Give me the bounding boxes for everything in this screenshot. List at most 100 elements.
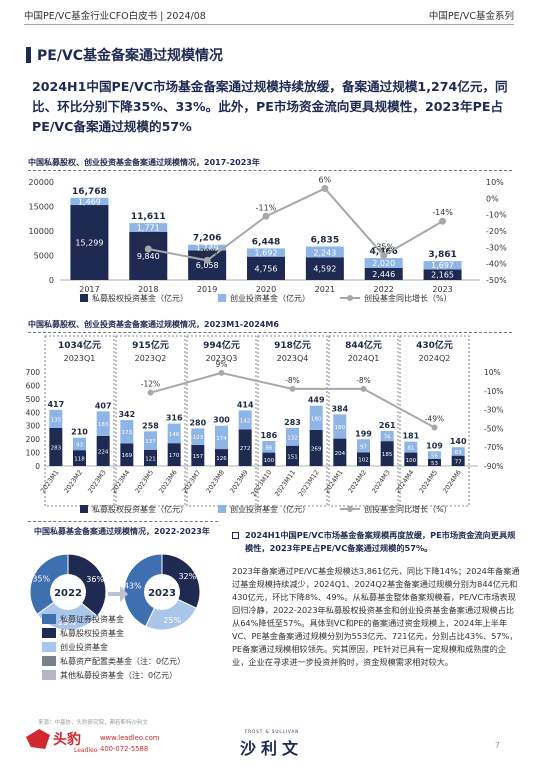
label-total: 181 bbox=[402, 432, 419, 441]
label-vc: 142 bbox=[240, 418, 251, 424]
label-pe: 102 bbox=[358, 458, 369, 464]
chart1-title: 中国私募股权、创业投资基金备案通过规模情况，2017-2023年 bbox=[28, 158, 260, 167]
bar-pe bbox=[191, 444, 205, 466]
x-tick: 2023M10 bbox=[249, 469, 273, 499]
bar-pe bbox=[70, 205, 109, 280]
label-vc: 93 bbox=[76, 442, 83, 448]
label-pe: 151 bbox=[287, 454, 298, 460]
legend-growth: 创投基金同比增长（%） bbox=[364, 504, 452, 514]
pie-label: 35% bbox=[32, 574, 50, 583]
label-vc: 56 bbox=[431, 454, 438, 460]
growth-label: -38% bbox=[197, 247, 218, 256]
label-vc: 1,697 bbox=[431, 261, 454, 270]
label-vc: 86 bbox=[265, 445, 272, 451]
header-left: 中国PE/VC基金行业CFO白皮书 | 2024/08 bbox=[24, 11, 206, 22]
bar-pe bbox=[188, 250, 227, 280]
x-tick: 2023M12 bbox=[297, 469, 321, 499]
label-total: 300 bbox=[213, 416, 230, 425]
legend-swatch-pe bbox=[80, 505, 88, 513]
label-vc: 2,243 bbox=[313, 248, 336, 257]
legend-vc: 创业投资基金（亿元） bbox=[230, 293, 310, 303]
bar-pe bbox=[120, 443, 134, 466]
bar-vc bbox=[364, 258, 403, 269]
bar-vc bbox=[451, 447, 465, 456]
quarter-name: 2023Q1 bbox=[64, 354, 96, 363]
y-tick-right: -90% bbox=[484, 462, 503, 471]
y-tick-left: 600 bbox=[26, 381, 41, 390]
legend-label: 私募资产配置类基金（注：0亿元） bbox=[60, 656, 186, 666]
bar-vc bbox=[309, 405, 323, 430]
bar-vc bbox=[262, 441, 276, 453]
quarter-amount: 915亿元 bbox=[132, 339, 169, 351]
arrow-icon bbox=[108, 586, 128, 602]
website-link[interactable]: www.leadleo.com bbox=[100, 734, 160, 742]
quarter-box bbox=[257, 335, 328, 507]
bar-vc bbox=[96, 411, 110, 436]
header-divider bbox=[24, 24, 514, 25]
x-tick: 2023M9 bbox=[228, 469, 250, 495]
page-header: 中国PE/VC基金行业CFO白皮书 | 2024/08 中国PE/VC基金系列 bbox=[0, 0, 540, 28]
label-vc: 97 bbox=[360, 444, 367, 450]
label-total: 3,861 bbox=[428, 250, 456, 260]
bar-vc bbox=[144, 431, 157, 450]
growth-point bbox=[203, 256, 211, 264]
pie-legend-item: 其他私募投资基金（注：0亿元） bbox=[42, 668, 185, 682]
label-total: 186 bbox=[260, 431, 277, 440]
pie-slice bbox=[67, 553, 107, 617]
growth-label: -8% bbox=[285, 376, 300, 385]
label-total: 109 bbox=[426, 441, 443, 450]
x-tick: 2020 bbox=[256, 285, 276, 294]
chart2-divider bbox=[28, 332, 512, 333]
label-total: 210 bbox=[71, 428, 88, 437]
legend-label: 其他私募投资基金（注：0亿元） bbox=[60, 670, 178, 680]
growth-label: -11% bbox=[256, 203, 277, 212]
quarter-name: 2024Q1 bbox=[348, 354, 380, 363]
label-total: 258 bbox=[142, 421, 159, 430]
growth-point bbox=[380, 252, 388, 259]
pie-title: 中国私募基金备案通过规模情况，2022-2023年 bbox=[34, 527, 210, 536]
y-tick-left: 100 bbox=[26, 449, 41, 458]
bar-pe bbox=[247, 256, 285, 280]
growth-point bbox=[218, 369, 225, 376]
label-pe: 269 bbox=[311, 446, 322, 452]
bar-pe bbox=[364, 268, 403, 280]
label-pe: 169 bbox=[122, 453, 133, 459]
legend-label: 私募股权投资基金 bbox=[60, 628, 124, 638]
pie-slice bbox=[123, 553, 163, 628]
label-total: 140 bbox=[450, 437, 467, 446]
label-total: 7,206 bbox=[193, 234, 221, 244]
bar-vc bbox=[357, 439, 370, 453]
pie-hole bbox=[50, 574, 86, 610]
pie-label: 29% bbox=[58, 618, 76, 627]
y-tick-left: 5000 bbox=[34, 252, 54, 261]
label-total: 316 bbox=[166, 414, 183, 423]
pie-year: 2023 bbox=[148, 588, 176, 599]
label-total: 16,768 bbox=[72, 187, 107, 197]
bar-vc bbox=[423, 261, 462, 270]
label-pe: 283 bbox=[51, 445, 62, 451]
x-tick: 2024M6 bbox=[441, 469, 463, 495]
label-pe: 100 bbox=[264, 458, 275, 464]
bar-vc bbox=[49, 409, 63, 428]
label-total: 6,835 bbox=[311, 236, 339, 246]
leopard-icon bbox=[26, 729, 50, 749]
x-tick: 2018 bbox=[138, 285, 158, 294]
y-tick-right: -70% bbox=[484, 443, 503, 452]
legend-swatch bbox=[42, 642, 56, 652]
label-pe: 4,756 bbox=[255, 264, 278, 273]
label-pe: 100 bbox=[406, 458, 417, 464]
y-tick-right: -30% bbox=[486, 243, 507, 252]
bar-pe bbox=[129, 231, 168, 280]
side-body: 2023年备案通过PE/VC基金规模达3,861亿元，同比下降14%；2024年… bbox=[232, 566, 520, 667]
growth-label: -35% bbox=[373, 243, 394, 252]
annual-chart: 20000 15000 10000 5000 0 10% 0% -10% -20% -30% -40… bbox=[29, 176, 508, 303]
label-total: 417 bbox=[47, 400, 64, 409]
y-tick-right: -40% bbox=[486, 260, 507, 269]
quarter-name: 2023Q2 bbox=[135, 354, 167, 363]
y-tick-left: 200 bbox=[26, 435, 41, 444]
partner-en: FROST & SULLIVAN bbox=[245, 729, 300, 734]
pie-legend-item: 私募证券投资基金 bbox=[42, 612, 185, 626]
bar-pe bbox=[238, 429, 252, 466]
x-tick: 2023M4 bbox=[110, 469, 132, 495]
pie-year: 2022 bbox=[54, 588, 82, 599]
